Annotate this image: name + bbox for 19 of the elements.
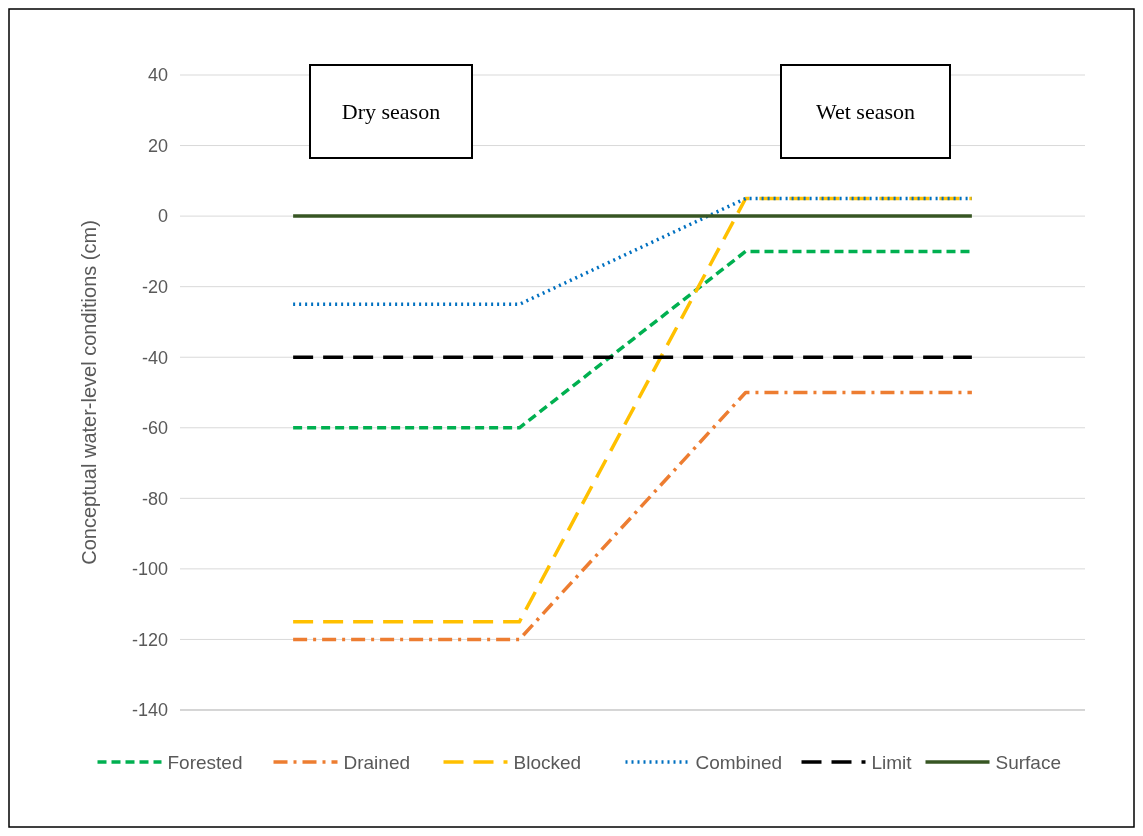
- y-tick-label: 20: [147, 135, 168, 156]
- y-tick-label: -40: [141, 347, 168, 368]
- legend-label: Surface: [995, 751, 1061, 773]
- y-tick-label: -20: [141, 276, 168, 297]
- y-tick-label: 0: [157, 206, 168, 227]
- annotation: Wet season: [815, 98, 916, 124]
- y-tick-label: 40: [147, 65, 168, 86]
- y-tick-label: -140: [131, 700, 168, 721]
- legend-label: Combined: [695, 751, 783, 773]
- y-tick-label: -80: [141, 488, 168, 509]
- y-tick-label: -120: [131, 629, 168, 650]
- legend-label: Blocked: [513, 751, 582, 773]
- y-tick-label: -100: [131, 559, 168, 580]
- legend-label: Drained: [343, 751, 411, 773]
- y-axis-title: Conceptual water-level conditions (cm): [78, 220, 100, 565]
- legend-label: Limit: [871, 751, 913, 773]
- y-tick-label: -60: [141, 418, 168, 439]
- legend-label: Forested: [167, 751, 243, 773]
- annotation: Dry season: [341, 98, 441, 124]
